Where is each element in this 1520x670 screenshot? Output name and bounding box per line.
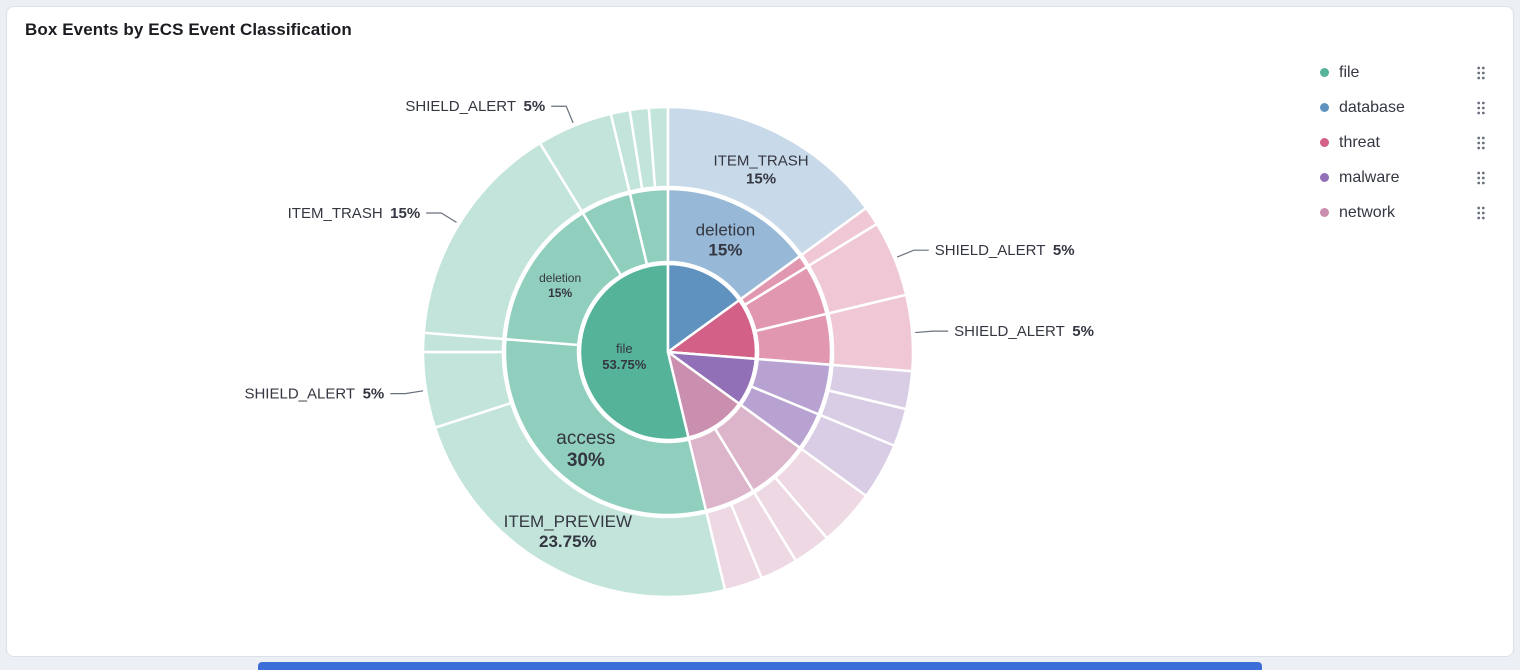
- legend-actions-dots-icon[interactable]: [1476, 135, 1486, 151]
- callout-leader-line: [390, 390, 424, 395]
- slice-label: deletion 15%: [539, 271, 581, 300]
- callout-label: SHIELD_ALERT 5%: [954, 323, 1094, 340]
- sunburst-slice-item_preview[interactable]: [433, 401, 727, 599]
- legend: file database threat malware network: [1320, 62, 1486, 223]
- legend-label[interactable]: threat: [1339, 133, 1380, 151]
- legend-color-dot: [1320, 208, 1329, 217]
- callout-leader-line: [896, 249, 929, 258]
- callout-leader-line: [551, 105, 574, 124]
- slice-label: deletion 15%: [696, 220, 756, 259]
- callout-label: SHIELD_ALERT 5%: [405, 98, 545, 115]
- legend-label[interactable]: database: [1339, 98, 1405, 116]
- callout-leader-line: [426, 212, 457, 223]
- sunburst-slice-access[interactable]: [503, 337, 708, 517]
- panel-title: Box Events by ECS Event Classification: [25, 20, 352, 39]
- sunburst-slice[interactable]: [687, 427, 755, 512]
- legend-label[interactable]: network: [1339, 203, 1396, 221]
- sunburst-slice-file[interactable]: [578, 262, 690, 442]
- sunburst-slice-database[interactable]: [666, 262, 741, 354]
- legend-label[interactable]: file: [1339, 63, 1360, 81]
- legend-item-database: database: [1320, 97, 1486, 118]
- slice-label: ITEM_PREVIEW 23.75%: [504, 512, 632, 551]
- legend-actions-dots-icon[interactable]: [1476, 205, 1486, 221]
- callout-label: SHIELD_ALERT 5%: [244, 386, 384, 403]
- legend-actions-dots-icon[interactable]: [1476, 170, 1486, 186]
- callout-leader-line: [915, 330, 949, 334]
- callout-label: SHIELD_ALERT 5%: [935, 242, 1075, 259]
- sunburst-slice-network[interactable]: [666, 350, 741, 439]
- legend-color-dot: [1320, 138, 1329, 147]
- legend-label[interactable]: malware: [1339, 168, 1400, 186]
- slice-label: ITEM_TRASH 15%: [714, 152, 809, 187]
- legend-color-dot: [1320, 103, 1329, 112]
- legend-actions-dots-icon[interactable]: [1476, 100, 1486, 116]
- slice-label: file 53.75%: [602, 341, 647, 372]
- legend-actions-dots-icon[interactable]: [1476, 65, 1486, 81]
- slice-label: access 30%: [556, 428, 615, 471]
- legend-item-threat: threat: [1320, 132, 1486, 153]
- legend-color-dot: [1320, 68, 1329, 77]
- legend-item-file: file: [1320, 62, 1486, 83]
- callout-label: ITEM_TRASH 15%: [288, 205, 421, 222]
- legend-item-network: network: [1320, 202, 1486, 223]
- bottom-blue-bar: [258, 662, 1262, 670]
- legend-color-dot: [1320, 173, 1329, 182]
- legend-item-malware: malware: [1320, 167, 1486, 188]
- sunburst-slice[interactable]: [705, 503, 764, 592]
